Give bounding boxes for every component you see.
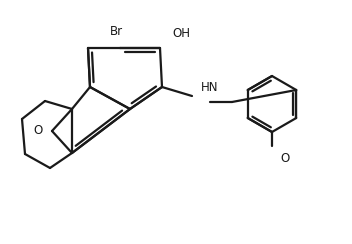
Text: OH: OH xyxy=(172,27,190,40)
Text: Br: Br xyxy=(109,25,122,38)
Text: HN: HN xyxy=(201,81,219,94)
Text: O: O xyxy=(33,124,43,138)
Text: O: O xyxy=(280,152,289,164)
